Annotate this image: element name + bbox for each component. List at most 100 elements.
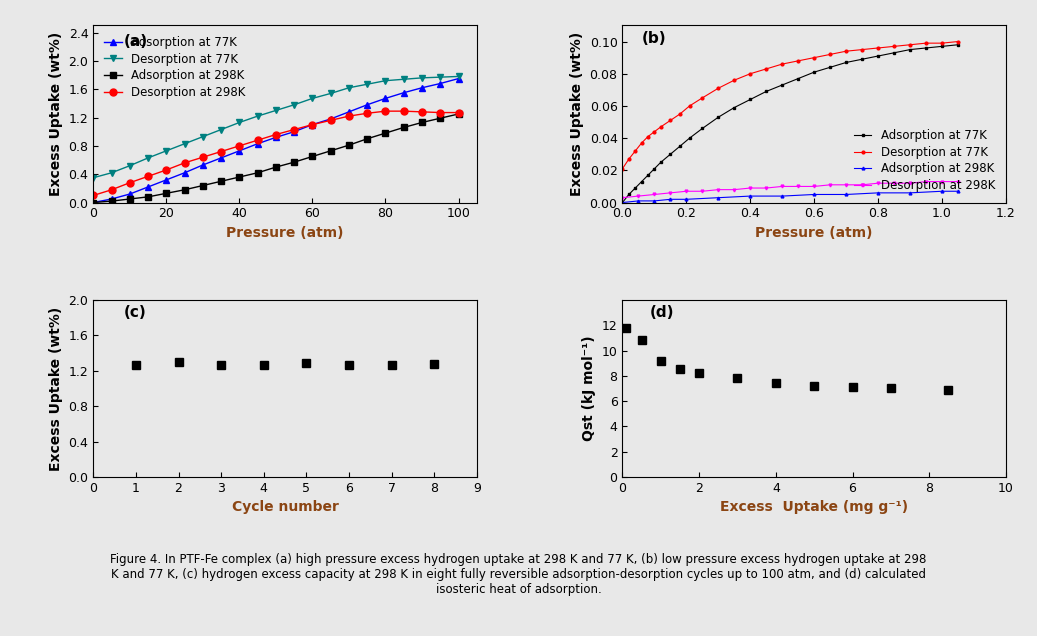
Desorption at 77K	[629, 147, 642, 155]
Adsorption at 77K	[654, 158, 667, 166]
Adsorption at 298K	[160, 190, 172, 197]
Line: Desorption at 298K: Desorption at 298K	[621, 180, 959, 199]
Adsorption at 77K	[920, 44, 932, 52]
Desorption at 77K	[380, 77, 392, 85]
Desorption at 298K	[123, 179, 136, 186]
Adsorption at 298K	[197, 182, 209, 190]
Desorption at 298K	[435, 109, 447, 116]
Adsorption at 77K	[160, 176, 172, 184]
Desorption at 77K	[160, 147, 172, 155]
Adsorption at 77K	[648, 165, 661, 172]
Adsorption at 298K	[251, 169, 263, 177]
Desorption at 298K	[935, 178, 948, 186]
Adsorption at 298K	[776, 192, 788, 200]
Adsorption at 298K	[872, 189, 885, 197]
Desorption at 77K	[233, 119, 246, 127]
Desorption at 77K	[178, 140, 191, 148]
Desorption at 77K	[728, 76, 740, 84]
Adsorption at 77K	[629, 184, 642, 192]
Desorption at 77K	[935, 39, 948, 47]
Adsorption at 77K	[683, 134, 696, 142]
Adsorption at 298K	[435, 114, 447, 122]
Text: (a): (a)	[124, 34, 148, 50]
Desorption at 298K	[888, 179, 900, 187]
Y-axis label: Excess Uptake (wt%): Excess Uptake (wt%)	[570, 32, 584, 196]
Desorption at 298K	[325, 116, 337, 124]
Desorption at 298K	[952, 178, 964, 186]
Desorption at 77K	[106, 169, 118, 177]
Desorption at 298K	[251, 136, 263, 144]
Desorption at 298K	[728, 186, 740, 193]
Desorption at 77K	[792, 57, 805, 65]
Desorption at 298K	[361, 109, 373, 117]
Adsorption at 298K	[416, 119, 428, 127]
Adsorption at 298K	[648, 197, 661, 205]
Desorption at 298K	[616, 194, 628, 202]
Desorption at 298K	[397, 107, 410, 115]
Line: Desorption at 77K: Desorption at 77K	[90, 73, 461, 181]
Adsorption at 298K	[633, 197, 645, 205]
Adsorption at 77K	[142, 183, 155, 191]
Adsorption at 298K	[616, 198, 628, 206]
Adsorption at 77K	[178, 169, 191, 177]
Desorption at 77K	[616, 165, 628, 172]
Adsorption at 298K	[106, 197, 118, 205]
Desorption at 77K	[270, 107, 282, 114]
Adsorption at 77K	[935, 43, 948, 50]
Desorption at 77K	[664, 116, 676, 124]
Adsorption at 298K	[452, 110, 465, 118]
Desorption at 77K	[361, 80, 373, 88]
Desorption at 77K	[197, 133, 209, 141]
X-axis label: Cycle number: Cycle number	[231, 501, 338, 515]
Desorption at 298K	[680, 188, 693, 195]
Adsorption at 77K	[342, 108, 355, 116]
Desorption at 298K	[904, 179, 917, 187]
Adsorption at 77K	[251, 140, 263, 148]
Desorption at 298K	[824, 181, 837, 189]
Desorption at 77K	[123, 162, 136, 170]
Adsorption at 77K	[824, 64, 837, 71]
Adsorption at 77K	[840, 59, 852, 66]
Adsorption at 77K	[760, 88, 773, 95]
Desorption at 77K	[760, 65, 773, 73]
Desorption at 298K	[270, 131, 282, 139]
Adsorption at 298K	[87, 198, 100, 206]
Adsorption at 298K	[361, 135, 373, 142]
Y-axis label: Excess Uptake (wt%): Excess Uptake (wt%)	[49, 307, 63, 471]
Adsorption at 77K	[87, 198, 100, 206]
Desorption at 298K	[712, 186, 725, 193]
Desorption at 298K	[452, 109, 465, 116]
Desorption at 298K	[87, 191, 100, 199]
Desorption at 77K	[642, 133, 654, 141]
Adsorption at 298K	[935, 188, 948, 195]
Desorption at 298K	[197, 153, 209, 161]
Adsorption at 77K	[776, 81, 788, 89]
Y-axis label: Qst (kJ mol⁻¹): Qst (kJ mol⁻¹)	[582, 336, 596, 441]
Desorption at 298K	[160, 166, 172, 174]
Line: Adsorption at 298K: Adsorption at 298K	[621, 190, 959, 204]
Desorption at 298K	[142, 172, 155, 180]
Adsorption at 298K	[808, 191, 820, 198]
Adsorption at 298K	[142, 193, 155, 201]
Desorption at 298K	[215, 148, 227, 155]
Adsorption at 298K	[123, 195, 136, 203]
Desorption at 77K	[824, 51, 837, 59]
Desorption at 77K	[288, 101, 301, 109]
Desorption at 298K	[760, 184, 773, 192]
Desorption at 77K	[622, 155, 635, 163]
Line: Adsorption at 298K: Adsorption at 298K	[90, 111, 461, 206]
X-axis label: Pressure (atm): Pressure (atm)	[755, 226, 873, 240]
Adsorption at 77K	[872, 52, 885, 60]
Adsorption at 298K	[233, 173, 246, 181]
Adsorption at 298K	[952, 188, 964, 195]
Desorption at 77K	[776, 60, 788, 68]
Desorption at 77K	[696, 94, 708, 102]
Adsorption at 77K	[306, 121, 318, 128]
Desorption at 77K	[397, 76, 410, 83]
Adsorption at 77K	[745, 95, 757, 103]
Adsorption at 298K	[904, 189, 917, 197]
Desorption at 298K	[776, 183, 788, 190]
Desorption at 298K	[306, 121, 318, 128]
Desorption at 77K	[452, 73, 465, 80]
Desorption at 298K	[664, 189, 676, 197]
